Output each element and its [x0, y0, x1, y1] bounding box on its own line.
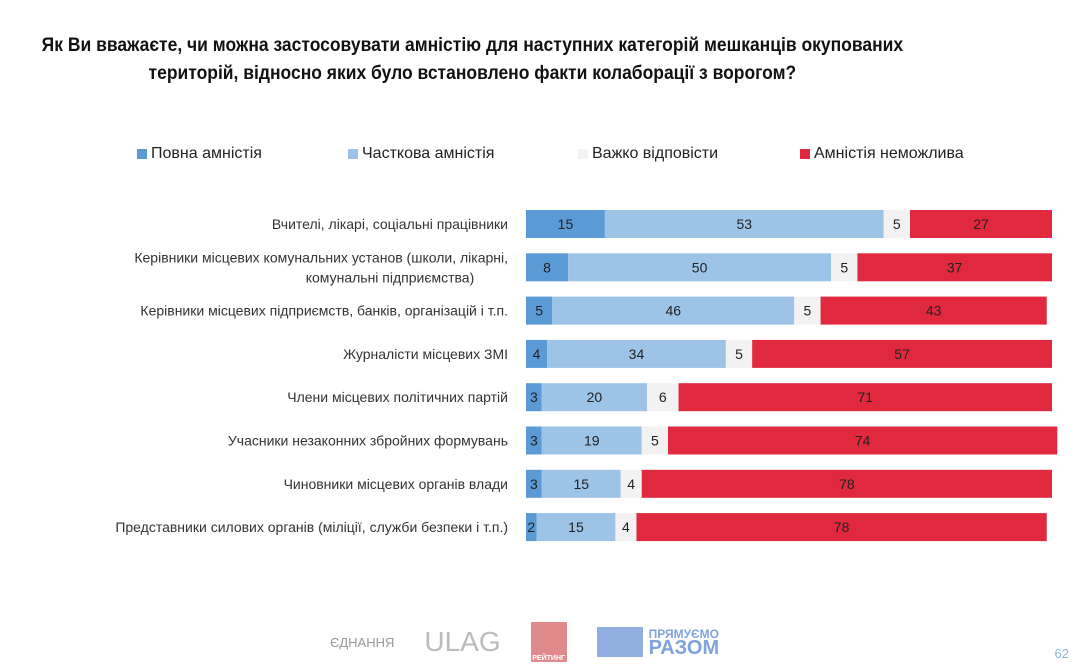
legend-label: Повна амністія: [151, 145, 262, 162]
data-label: 27: [973, 216, 989, 232]
category-label: Чиновники місцевих органів влади: [284, 476, 508, 492]
data-label: 4: [622, 519, 630, 535]
logo-rating: РЕЙТИНГ: [530, 622, 567, 662]
bar-segment: [641, 469, 1052, 498]
bar-segment: [536, 513, 616, 542]
bar-segment: [552, 296, 795, 325]
legend-item: Важко відповісти: [578, 145, 718, 163]
data-label: 5: [535, 303, 543, 319]
bar-segment: [526, 339, 548, 368]
data-label: 5: [804, 303, 812, 319]
data-label: 2: [527, 519, 535, 535]
legend-item: Амністія неможлива: [800, 145, 964, 163]
data-label: 6: [659, 389, 667, 405]
legend-label: Амністія неможлива: [814, 145, 964, 162]
data-label: 5: [735, 346, 743, 362]
category-label: Учасники незаконних збройних формувань: [228, 433, 508, 449]
bar-segment: [604, 210, 884, 238]
data-label: 57: [894, 346, 910, 362]
data-label: 3: [530, 476, 538, 492]
bar-segment: [541, 426, 642, 455]
bar-segment: [541, 469, 621, 498]
page-number: 62: [1054, 646, 1069, 661]
data-label: 34: [629, 346, 645, 362]
category-label: Керівники місцевих підприємств, банків, …: [140, 303, 508, 319]
bar-segment: [568, 253, 832, 282]
bar-segment: [526, 513, 537, 542]
bar-segment: [526, 426, 542, 455]
bar-segment: [526, 383, 542, 412]
legend-item: Повна амністія: [137, 145, 262, 163]
bar-segment: [883, 210, 910, 238]
bar-segment: [857, 253, 1052, 282]
bar-segment: [615, 513, 637, 542]
logo-ednannia: ЄДНАННЯ: [330, 634, 395, 650]
legend-swatch: [578, 149, 588, 159]
data-label: 20: [587, 389, 603, 405]
data-label: 5: [651, 433, 659, 449]
bar-segment: [526, 253, 569, 282]
bar-segment: [636, 513, 1047, 542]
partner-logos: ЄДНАННЯ ULAG РЕЙТИНГ ПРЯМУЄМО РАЗОМ: [330, 622, 719, 662]
bar-segment: [526, 296, 553, 325]
data-label: 15: [573, 476, 589, 492]
bar-segment: [909, 210, 1052, 238]
legend-swatch: [800, 149, 810, 159]
logo-pryamuyemo-razom: ПРЯМУЄМО РАЗОМ: [596, 627, 719, 658]
data-label: 3: [530, 389, 538, 405]
data-label: 78: [839, 476, 855, 492]
legend-label: Часткова амністія: [362, 145, 495, 162]
category-label: Вчителі, лікарі, соціальні працівники: [272, 216, 508, 232]
data-label: 74: [855, 433, 871, 449]
bar-segment: [678, 383, 1052, 412]
bar-segment: [725, 339, 753, 368]
data-label: 50: [692, 259, 708, 275]
bar-segment: [541, 383, 647, 412]
logo-ulag: ULAG: [424, 626, 501, 657]
data-label: 15: [568, 519, 584, 535]
bar-segment: [831, 253, 858, 282]
data-label: 46: [665, 303, 681, 319]
category-label: комунальні підприємства): [306, 269, 475, 285]
legend: Повна амністія Часткова амністія Важко від…: [0, 145, 1081, 165]
chart-title: Як Ви вважаєте, чи можна застосовувати а…: [41, 35, 904, 84]
data-label: 19: [584, 433, 600, 449]
data-label: 15: [558, 216, 574, 232]
data-label: 4: [533, 346, 541, 362]
data-label: 8: [543, 259, 551, 275]
data-label: 3: [530, 433, 538, 449]
category-label: Керівники місцевих комунальних установ (…: [134, 249, 508, 265]
bar-segment: [620, 469, 642, 498]
bar-segment: [641, 426, 669, 455]
category-label: Члени місцевих політичних партій: [287, 389, 508, 405]
legend-swatch: [137, 149, 147, 159]
bar-segment: [547, 339, 726, 368]
category-label: Представники силових органів (міліції, с…: [115, 519, 508, 535]
data-label: 4: [627, 476, 635, 492]
legend-label: Важко відповісти: [592, 145, 719, 162]
data-label: 53: [737, 216, 753, 232]
eu-flag-icon: [596, 627, 643, 657]
category-label: Журналісти місцевих ЗМІ: [343, 346, 508, 362]
bar-segment: [820, 296, 1047, 325]
legend-item: Часткова амністія: [348, 145, 494, 163]
data-label: 37: [947, 259, 963, 275]
bar-segment: [668, 426, 1058, 455]
legend-swatch: [348, 149, 358, 159]
bar-segment: [752, 339, 1052, 368]
data-label: 71: [857, 389, 873, 405]
bar-segment: [646, 383, 679, 412]
data-label: 43: [926, 303, 942, 319]
bar-segment: [526, 469, 542, 498]
bar-segment: [526, 210, 605, 238]
bar-segment: [794, 296, 821, 325]
data-label: 78: [834, 519, 850, 535]
data-label: 5: [840, 259, 848, 275]
data-label: 5: [893, 216, 901, 232]
